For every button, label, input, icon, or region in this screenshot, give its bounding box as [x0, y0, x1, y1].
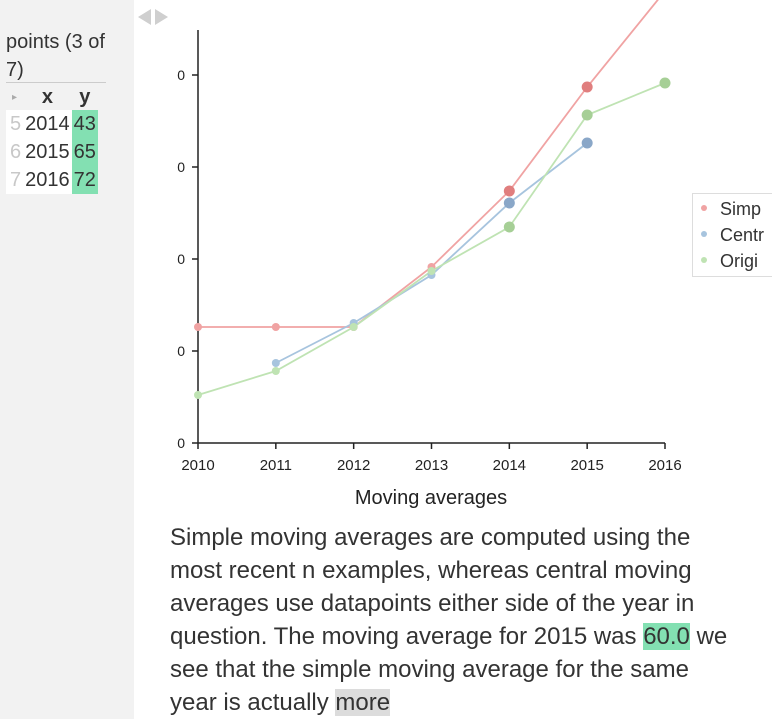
panel-divider	[6, 82, 106, 83]
cell-y: 65	[71, 138, 98, 166]
legend-label: Origi	[720, 251, 759, 271]
moving-averages-chart: 0 0 0 0 0 2010 2011 2012 2013 2014 2015 2016 Moving…	[177, 0, 682, 509]
data-point	[271, 359, 280, 367]
chart-axes: 0 0 0 0 0 2010 2011 2012 2013 2014 2015 2016	[177, 30, 682, 474]
y-tick-label: 0	[177, 67, 185, 83]
table-row[interactable]: 5 2014 43	[6, 110, 98, 138]
legend-item: Origi	[693, 248, 772, 274]
y-tick-label: 0	[177, 159, 185, 175]
data-point	[659, 77, 671, 89]
y-tick-label: 0	[177, 251, 185, 267]
data-point	[349, 323, 358, 331]
legend-item: Centr	[693, 222, 772, 248]
series-points	[194, 77, 671, 399]
triangle-left-icon[interactable]	[138, 9, 151, 25]
data-point	[581, 137, 593, 149]
legend-dot-icon	[701, 205, 707, 211]
cell-y: 72	[71, 166, 98, 194]
data-point	[503, 221, 515, 233]
x-tick-label: 2015	[570, 457, 603, 474]
paragraph-text: year is actually	[170, 689, 336, 716]
cell-x: 2016	[23, 166, 72, 194]
panel-toggle[interactable]	[136, 6, 170, 28]
data-point	[271, 323, 280, 331]
x-tick-label: 2013	[415, 457, 448, 474]
series-line	[197, 82, 666, 396]
chart-legend: Simp Centr Origi	[692, 193, 772, 277]
series-lines	[197, 0, 666, 396]
row-index: 6	[6, 138, 24, 166]
x-tick-label: 2014	[493, 457, 526, 474]
data-point	[581, 81, 593, 93]
data-point	[271, 367, 280, 375]
paragraph-line: question. The moving average for 2015 wa…	[170, 620, 772, 653]
data-point	[503, 197, 515, 209]
y-tick-label: 0	[177, 435, 185, 451]
x-tick-label: 2012	[337, 457, 370, 474]
data-panel: points (3 of 7) ▸ x y 5 2014 43 6 2015 6…	[0, 0, 134, 719]
moving-average-value[interactable]: 60.0	[643, 623, 690, 650]
row-index: 7	[6, 166, 24, 194]
y-tick-label: 0	[177, 343, 185, 359]
x-tick-label: 2010	[181, 457, 214, 474]
data-point	[427, 267, 436, 275]
table-row[interactable]: 6 2015 65	[6, 138, 98, 166]
triangle-right-icon[interactable]	[155, 9, 168, 25]
data-point	[194, 323, 202, 331]
legend-dot-icon	[701, 257, 707, 263]
data-point	[581, 109, 593, 121]
comparison-toggle[interactable]: more	[335, 689, 391, 716]
paragraph-line: Simple moving averages are computed usin…	[170, 524, 691, 551]
x-tick-label: 2011	[260, 457, 292, 474]
x-tick-label: 2016	[648, 457, 681, 474]
paragraph-line: most recent n examples, whereas central …	[170, 557, 692, 584]
x-axis-label: Moving averages	[355, 487, 507, 509]
cell-y: 43	[71, 110, 98, 138]
row-index: 5	[6, 110, 24, 138]
column-header-x[interactable]: x	[41, 85, 53, 108]
data-table: ▸ x y 5 2014 43 6 2015 65 7 2016 72	[6, 84, 98, 194]
table-row[interactable]: 7 2016 72	[6, 166, 98, 194]
legend-dot-icon	[701, 231, 707, 237]
column-header-y[interactable]: y	[79, 85, 91, 108]
paragraph-line: see that the simple moving average for t…	[170, 656, 689, 683]
legend-label: Simp	[720, 199, 762, 219]
series-line	[275, 142, 588, 364]
panel-title: points (3 of 7)	[6, 31, 105, 81]
paragraph-text: we	[689, 623, 728, 650]
cell-x: 2014	[23, 110, 72, 138]
legend-label: Centr	[720, 225, 765, 245]
data-point	[503, 185, 515, 197]
paragraph-line: averages use datapoints either side of t…	[170, 590, 695, 617]
explanation-paragraph: Simple moving averages are computed usin…	[170, 521, 772, 719]
sort-arrow-icon[interactable]: ▸	[12, 91, 18, 103]
data-point	[194, 391, 202, 399]
legend-item: Simp	[693, 196, 772, 222]
paragraph-line: year is actually more	[170, 686, 772, 719]
paragraph-text: question. The moving average for 2015 wa…	[170, 623, 644, 650]
cell-x: 2015	[23, 138, 72, 166]
